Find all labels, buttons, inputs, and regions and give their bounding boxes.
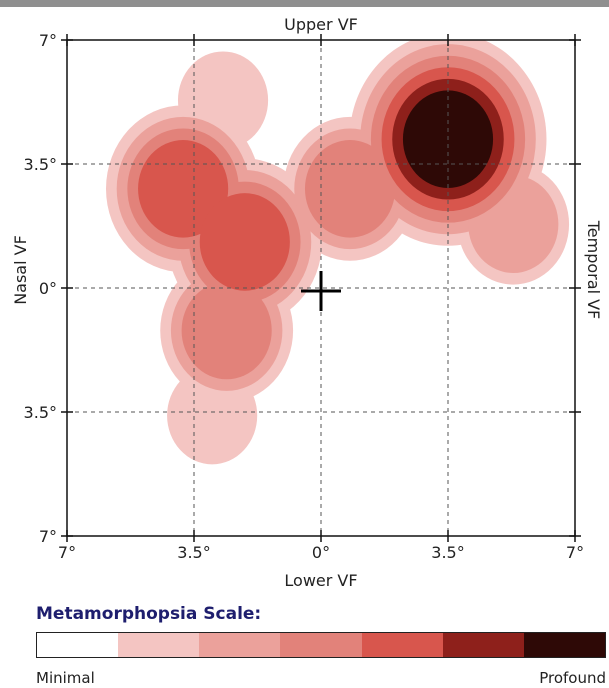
x-tick-label: 7° [566,543,584,562]
scale-segment [523,633,605,657]
axis-ticks: 7°7°3.5°3.5°0°0°3.5°3.5°7°7° [24,31,585,562]
upper-vf-label: Upper VF [284,15,358,34]
temporal-vf-label: Temporal VF [584,220,603,320]
heatmap-contour [304,140,396,238]
x-tick-label: 3.5° [177,543,210,562]
nasal-vf-label: Nasal VF [11,235,30,305]
y-tick-label: 3.5° [24,403,57,422]
scale-segment [37,633,119,657]
heatmap-contour [181,281,272,380]
y-tick-label: 3.5° [24,155,57,174]
scale-segment [280,633,362,657]
y-tick-label: 7° [39,31,57,50]
heatmap-contour [199,193,290,291]
x-tick-label: 7° [58,543,76,562]
scale-segment [118,633,200,657]
scale-segment [442,633,524,657]
lower-vf-label: Lower VF [284,571,357,590]
scale-max-label: Profound [539,669,606,687]
scale-title: Metamorphopsia Scale: [36,604,262,624]
heatmap-contour [167,366,258,465]
y-tick-label: 0° [39,279,57,298]
metamorphopsia-chart: 7°7°3.5°3.5°0°0°3.5°3.5°7°7° Upper VF Lo… [11,15,603,590]
x-tick-label: 0° [312,543,330,562]
scale-segment [361,633,443,657]
scale-segment [199,633,281,657]
window-top-bar [0,0,609,7]
x-tick-label: 3.5° [431,543,464,562]
scale-min-label: Minimal [36,669,95,687]
heatmap-layer [105,40,570,465]
metamorphopsia-scale-bar [36,632,606,658]
y-tick-label: 7° [39,527,57,546]
fixation-cross-icon [301,271,341,311]
